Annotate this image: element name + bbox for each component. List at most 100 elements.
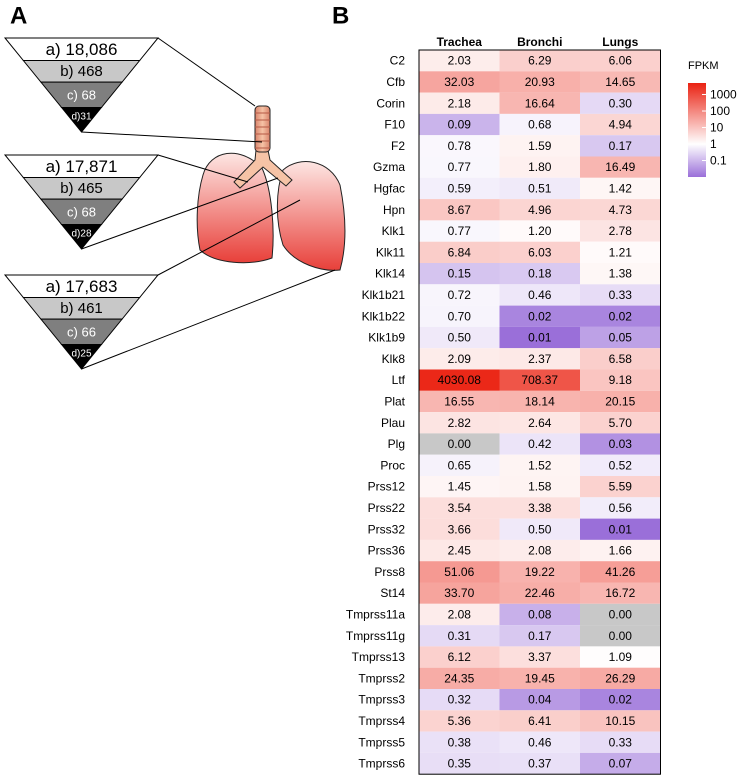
- cell-label: 0.08: [528, 607, 552, 621]
- cell-label: 2.78: [609, 224, 633, 238]
- cell-label: 2.45: [448, 544, 472, 558]
- heat-cell: [580, 348, 661, 370]
- heat-cell: [419, 199, 500, 221]
- funnel-label: b) 468: [60, 63, 103, 80]
- heat-cell: [499, 539, 580, 562]
- cell-label: 51.06: [444, 565, 474, 579]
- cell-label: 0.59: [448, 181, 472, 195]
- cell-label: 3.38: [528, 501, 552, 515]
- row-label: Tmprss5: [358, 735, 405, 749]
- cell-label: 1.66: [609, 544, 633, 558]
- heat-cell: [419, 220, 500, 242]
- cell-label: 16.49: [605, 160, 635, 174]
- heat-cell: [580, 135, 661, 157]
- cell-label: 0.50: [528, 522, 552, 536]
- heat-cell: [419, 561, 500, 583]
- row-label: Prss32: [368, 522, 406, 536]
- row-label: Hpn: [383, 203, 405, 217]
- heat-cell: [499, 689, 580, 711]
- cell-label: 0.18: [528, 267, 552, 281]
- heat-cell: [419, 476, 500, 498]
- cell-label: 0.68: [528, 118, 552, 132]
- panel-a: A a) 18,086 b) 468 c) 68 d)31 a) 17,871 b) 46…: [3, 3, 346, 370]
- heat-cell: [419, 135, 500, 157]
- heat-cell: [580, 284, 661, 306]
- cell-label: 1.20: [528, 224, 552, 238]
- cell-label: 2.09: [448, 352, 472, 366]
- cell-label: 22.46: [525, 586, 555, 600]
- heat-cell: [419, 177, 500, 200]
- heat-cell: [580, 689, 661, 711]
- colorbar-label: 1000: [710, 88, 737, 102]
- cell-label: 2.08: [528, 544, 552, 558]
- cell-label: 6.29: [528, 54, 552, 68]
- heat-cell: [499, 476, 580, 498]
- row-label: F10: [384, 118, 405, 132]
- cell-label: 41.26: [605, 565, 635, 579]
- heat-cell: [499, 156, 580, 178]
- heat-cell: [499, 50, 580, 72]
- heat-cell: [419, 71, 500, 93]
- heat-cell: [499, 177, 580, 200]
- cell-label: 2.37: [528, 352, 552, 366]
- cell-label: 20.15: [605, 394, 635, 408]
- cell-label: 0.15: [448, 267, 472, 281]
- panel-label: A: [10, 3, 27, 30]
- row-label: Prss36: [368, 544, 406, 558]
- heat-cell: [419, 305, 500, 327]
- cell-label: 1.42: [609, 181, 633, 195]
- colorbar-label: 100: [710, 104, 730, 118]
- cell-label: 16.55: [444, 394, 474, 408]
- row-label: Prss12: [368, 480, 406, 494]
- cell-label: 10.15: [605, 714, 635, 728]
- row-label: Tmprss6: [358, 757, 405, 771]
- cell-label: 0.07: [609, 757, 633, 771]
- cell-label: 2.18: [448, 96, 472, 110]
- heat-cell: [580, 497, 661, 519]
- row-label: Klk11: [376, 245, 405, 259]
- heat-cell: [499, 752, 580, 775]
- row-label: Klk1b9: [368, 331, 405, 345]
- funnel-label: d)25: [71, 348, 91, 359]
- cell-label: 0.33: [609, 288, 633, 302]
- heat-cell: [499, 199, 580, 221]
- heat-cell: [419, 348, 500, 370]
- funnel-label: c) 68: [67, 87, 96, 102]
- funnel-label: a) 18,086: [46, 40, 118, 59]
- heat-cell: [580, 454, 661, 476]
- cell-label: 8.67: [448, 203, 472, 217]
- heat-cell: [419, 667, 500, 689]
- heat-cell: [419, 582, 500, 604]
- row-label: Hgfac: [374, 181, 405, 195]
- cell-label: 0.52: [609, 458, 633, 472]
- row-label: Klk1b21: [362, 288, 406, 302]
- heat-cell: [499, 348, 580, 370]
- heat-cell: [499, 454, 580, 476]
- row-label: Klk8: [382, 352, 406, 366]
- heat-cell: [499, 113, 580, 136]
- cell-label: 19.22: [525, 565, 555, 579]
- heat-cell: [499, 625, 580, 647]
- cell-label: 0.38: [448, 735, 472, 749]
- heat-cell: [580, 50, 661, 72]
- cell-label: 1.52: [528, 458, 552, 472]
- heat-cell: [499, 667, 580, 689]
- funnel-label: a) 17,871: [46, 157, 118, 176]
- heat-cell: [580, 518, 661, 540]
- heat-cell: [499, 412, 580, 434]
- heat-cell: [419, 113, 500, 136]
- heat-cell: [580, 92, 661, 114]
- heat-cell: [580, 539, 661, 562]
- heat-cell: [499, 497, 580, 519]
- column-header: Bronchi: [517, 35, 562, 49]
- heat-cell: [499, 135, 580, 157]
- heat-cell: [499, 241, 580, 263]
- heat-cell: [499, 710, 580, 732]
- heat-cell: [419, 518, 500, 540]
- cell-label: 0.02: [609, 309, 633, 323]
- lung-illustration: [196, 105, 346, 271]
- panel-label: B: [332, 3, 349, 30]
- heat-cell: [580, 476, 661, 498]
- heat-cell: [580, 71, 661, 93]
- heat-cell: [419, 603, 500, 626]
